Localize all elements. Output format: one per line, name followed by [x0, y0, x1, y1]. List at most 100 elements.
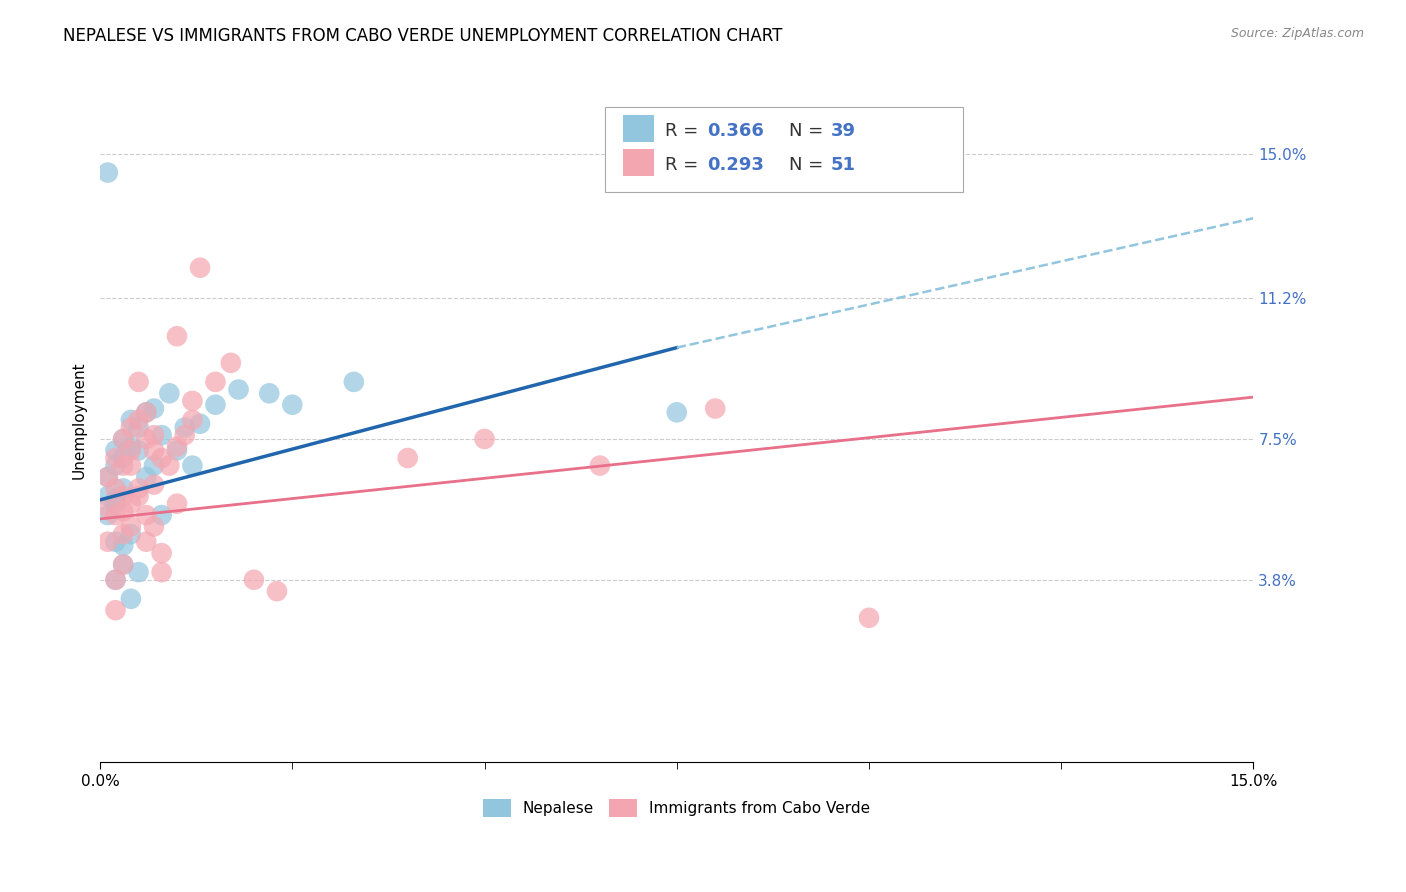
Point [120, 440, 142, 454]
Point [120, 420, 142, 434]
Point [112, 539, 135, 553]
Point [204, 398, 226, 412]
Y-axis label: Unemployment: Unemployment [72, 361, 86, 479]
Point [112, 558, 135, 572]
Point [97, 470, 120, 484]
Point [396, 450, 419, 465]
Point [150, 450, 173, 465]
Point [104, 450, 127, 465]
Point [142, 428, 165, 442]
Point [135, 432, 157, 446]
Point [188, 417, 211, 431]
Point [120, 443, 142, 458]
Point [112, 504, 135, 518]
Point [343, 375, 366, 389]
Point [150, 428, 173, 442]
Point [166, 497, 188, 511]
Point [157, 386, 180, 401]
Text: R =: R = [665, 156, 704, 174]
Point [120, 527, 142, 541]
Point [704, 401, 727, 416]
Point [135, 405, 157, 419]
Point [112, 558, 135, 572]
Point [112, 489, 135, 503]
Point [112, 432, 135, 446]
Point [204, 375, 226, 389]
Point [142, 458, 165, 473]
Point [104, 482, 127, 496]
Legend: Nepalese, Immigrants from Cabo Verde: Nepalese, Immigrants from Cabo Verde [477, 792, 876, 823]
Text: NEPALESE VS IMMIGRANTS FROM CABO VERDE UNEMPLOYMENT CORRELATION CHART: NEPALESE VS IMMIGRANTS FROM CABO VERDE U… [63, 27, 783, 45]
Point [97, 500, 120, 515]
Point [228, 383, 250, 397]
Point [142, 443, 165, 458]
Point [104, 534, 127, 549]
Point [128, 375, 150, 389]
Point [128, 482, 150, 496]
Point [135, 405, 157, 419]
Point [104, 497, 127, 511]
Point [135, 534, 157, 549]
Point [142, 477, 165, 491]
Point [97, 470, 120, 484]
Point [181, 413, 204, 427]
Text: 0.293: 0.293 [707, 156, 763, 174]
Point [166, 443, 188, 458]
Point [120, 497, 142, 511]
Point [128, 489, 150, 503]
Point [173, 420, 195, 434]
Text: 39: 39 [831, 122, 856, 140]
Point [166, 440, 188, 454]
Point [97, 508, 120, 522]
Point [474, 432, 496, 446]
Point [219, 356, 242, 370]
Point [97, 489, 120, 503]
Point [858, 611, 880, 625]
Point [104, 603, 127, 617]
Point [104, 573, 127, 587]
Point [104, 508, 127, 522]
Point [120, 591, 142, 606]
Point [150, 546, 173, 560]
Point [181, 458, 204, 473]
Point [97, 534, 120, 549]
Point [128, 565, 150, 579]
Point [120, 519, 142, 533]
Point [128, 420, 150, 434]
Point [281, 398, 304, 412]
Text: Source: ZipAtlas.com: Source: ZipAtlas.com [1230, 27, 1364, 40]
Point [150, 565, 173, 579]
Point [135, 508, 157, 522]
Point [112, 482, 135, 496]
Point [120, 413, 142, 427]
Text: 51: 51 [831, 156, 856, 174]
Point [142, 401, 165, 416]
Point [665, 405, 688, 419]
Point [104, 492, 127, 507]
Point [97, 165, 120, 179]
Text: R =: R = [665, 122, 704, 140]
Point [243, 573, 266, 587]
Point [104, 573, 127, 587]
Point [112, 458, 135, 473]
Point [181, 393, 204, 408]
Point [112, 527, 135, 541]
Point [266, 584, 288, 599]
Point [157, 458, 180, 473]
Point [112, 432, 135, 446]
Point [259, 386, 281, 401]
Point [120, 458, 142, 473]
Point [128, 413, 150, 427]
Text: 0.366: 0.366 [707, 122, 763, 140]
Point [589, 458, 612, 473]
Point [128, 443, 150, 458]
Point [188, 260, 211, 275]
Point [112, 450, 135, 465]
Point [173, 428, 195, 442]
Point [135, 470, 157, 484]
Text: N =: N = [789, 122, 828, 140]
Point [142, 519, 165, 533]
Point [104, 443, 127, 458]
Text: N =: N = [789, 156, 828, 174]
Point [166, 329, 188, 343]
